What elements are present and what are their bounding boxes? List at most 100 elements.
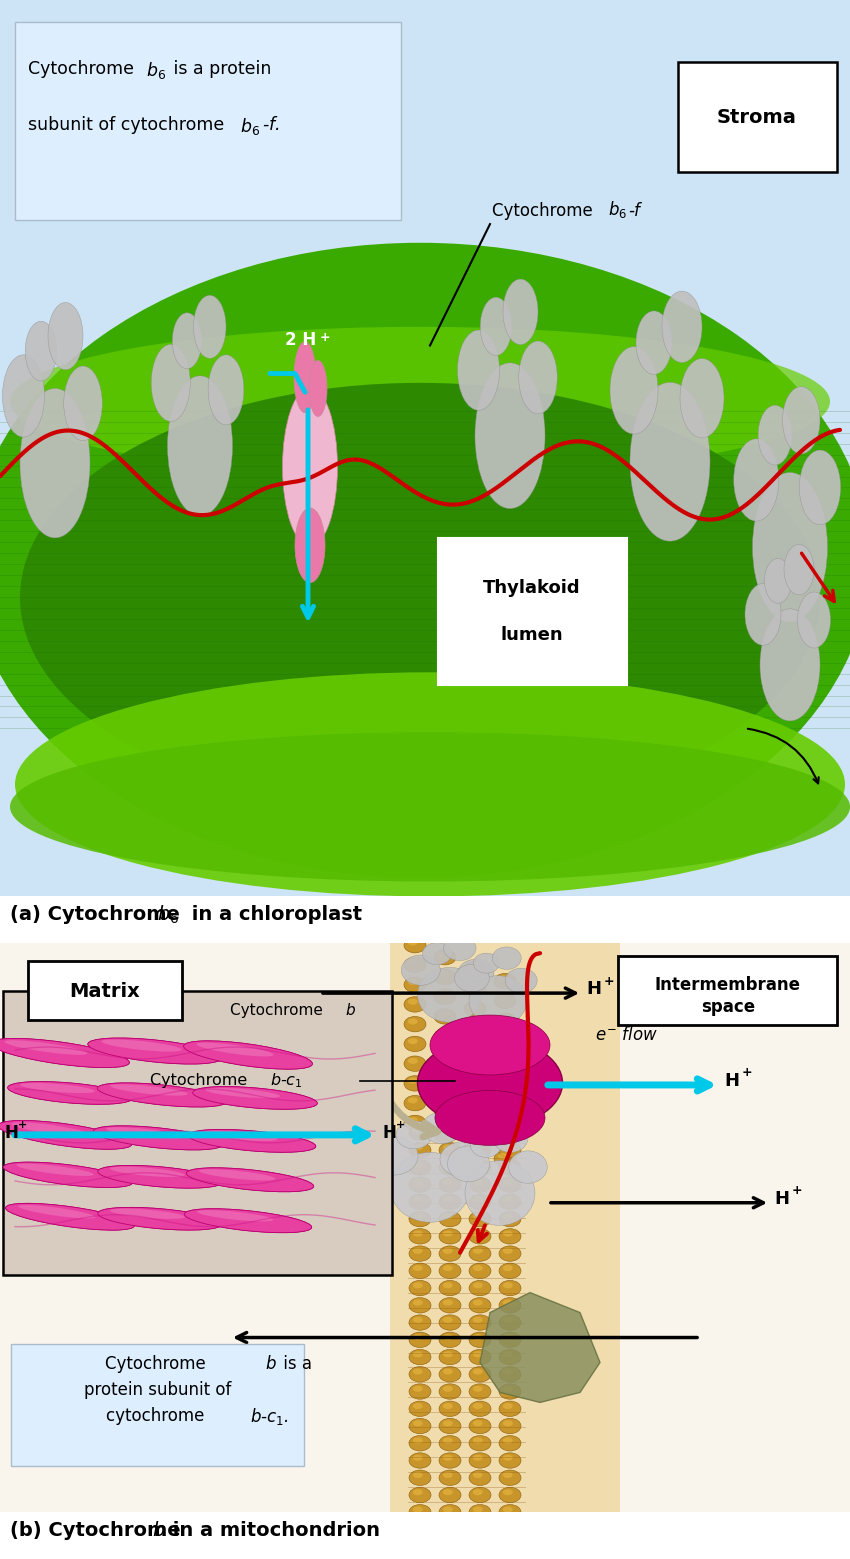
Ellipse shape [88,1038,222,1063]
Ellipse shape [404,1016,426,1032]
Ellipse shape [469,1367,491,1381]
Ellipse shape [184,1208,312,1233]
Ellipse shape [408,959,417,965]
Ellipse shape [438,1110,448,1115]
Ellipse shape [404,1096,426,1112]
Ellipse shape [503,1472,513,1478]
Ellipse shape [499,1228,521,1244]
Ellipse shape [469,1419,491,1434]
Ellipse shape [413,1489,422,1495]
FancyBboxPatch shape [618,956,837,1026]
Text: Cytochrome: Cytochrome [105,1355,211,1373]
Ellipse shape [458,959,494,987]
Ellipse shape [469,1436,491,1451]
Ellipse shape [16,1163,94,1175]
Ellipse shape [469,1143,491,1158]
Ellipse shape [434,949,456,965]
Ellipse shape [468,963,478,970]
Ellipse shape [422,1112,462,1144]
Ellipse shape [494,1091,516,1107]
Ellipse shape [499,1331,521,1347]
Text: H: H [724,1073,739,1090]
Ellipse shape [439,1504,461,1520]
Ellipse shape [413,1230,422,1236]
Ellipse shape [498,1015,507,1021]
Text: $b_6$: $b_6$ [146,59,166,81]
Ellipse shape [409,1470,431,1486]
Ellipse shape [439,1487,461,1503]
Ellipse shape [443,1352,453,1358]
Text: $b$: $b$ [152,1522,166,1540]
Ellipse shape [499,1350,521,1364]
Ellipse shape [409,1487,431,1503]
Ellipse shape [167,376,233,516]
Ellipse shape [409,1504,431,1520]
Ellipse shape [439,1436,461,1451]
FancyBboxPatch shape [11,1344,304,1467]
Ellipse shape [469,1228,491,1244]
Ellipse shape [438,992,448,996]
Text: +: + [396,1119,405,1130]
Ellipse shape [409,1246,431,1261]
Ellipse shape [443,1403,453,1409]
Text: protein subunit of: protein subunit of [84,1381,232,1400]
Ellipse shape [443,1369,453,1375]
Ellipse shape [193,1087,317,1110]
Ellipse shape [469,1280,491,1296]
Ellipse shape [745,583,781,645]
Text: $b_6$: $b_6$ [157,904,179,926]
Ellipse shape [184,1208,312,1233]
Ellipse shape [503,1403,513,1409]
Ellipse shape [439,1263,461,1278]
Ellipse shape [443,1420,453,1426]
Text: (b) Cytochrome: (b) Cytochrome [10,1522,187,1540]
Ellipse shape [98,1166,222,1188]
Ellipse shape [0,1038,129,1068]
Text: in a mitochondrion: in a mitochondrion [166,1522,380,1540]
Ellipse shape [98,1207,222,1230]
Ellipse shape [503,1283,513,1288]
Ellipse shape [503,1506,513,1512]
Ellipse shape [469,976,527,1026]
Text: (a) Cytochrome: (a) Cytochrome [10,906,187,924]
Ellipse shape [469,1470,491,1486]
Ellipse shape [473,1506,483,1512]
Ellipse shape [464,1140,486,1155]
Ellipse shape [439,1194,461,1210]
Ellipse shape [409,1143,431,1158]
Text: -$f$.: -$f$. [262,115,280,134]
Ellipse shape [194,295,226,359]
Text: $b$-$c_1$.: $b$-$c_1$. [250,1406,289,1426]
Ellipse shape [494,1032,516,1048]
Ellipse shape [469,1297,491,1313]
Ellipse shape [473,1352,483,1358]
Ellipse shape [404,937,426,953]
Ellipse shape [498,995,507,1001]
Ellipse shape [443,1489,453,1495]
Ellipse shape [94,1126,223,1151]
Ellipse shape [464,962,486,977]
Ellipse shape [480,298,512,355]
Ellipse shape [443,1213,453,1219]
Ellipse shape [499,1143,521,1158]
Ellipse shape [447,1146,490,1182]
Text: Cytochrome: Cytochrome [28,59,139,78]
Ellipse shape [784,544,814,596]
Ellipse shape [401,956,440,985]
FancyBboxPatch shape [678,62,837,171]
Ellipse shape [110,1084,188,1096]
Text: Cytochrome: Cytochrome [150,1074,252,1088]
Ellipse shape [413,1420,422,1426]
Ellipse shape [10,327,830,475]
Ellipse shape [465,1160,535,1225]
Ellipse shape [469,1487,491,1503]
Ellipse shape [11,1122,92,1137]
Ellipse shape [370,1137,418,1175]
Ellipse shape [408,1077,417,1084]
Ellipse shape [413,1506,422,1512]
Ellipse shape [404,996,426,1012]
Ellipse shape [464,1001,486,1016]
Ellipse shape [503,1335,513,1341]
Ellipse shape [443,1161,453,1168]
Ellipse shape [469,1331,491,1347]
